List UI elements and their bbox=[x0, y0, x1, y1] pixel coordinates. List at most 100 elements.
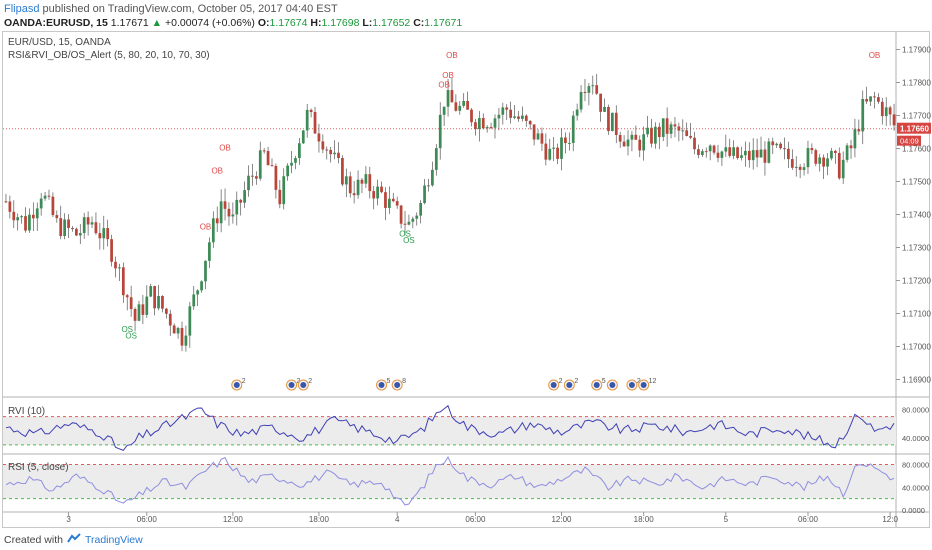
event-flag-icon[interactable] bbox=[563, 379, 575, 391]
candle-body bbox=[200, 281, 203, 291]
event-flag-icon[interactable] bbox=[626, 379, 638, 391]
up-arrow-icon: ▲ bbox=[151, 17, 163, 29]
candle-body bbox=[657, 126, 661, 137]
candle-body bbox=[157, 295, 160, 309]
candle-body bbox=[106, 228, 110, 240]
event-flag-icon[interactable] bbox=[376, 379, 388, 391]
event-flag-icon[interactable] bbox=[297, 379, 309, 391]
price-tick-label: 1.17100 bbox=[902, 310, 931, 319]
candle-body bbox=[161, 295, 164, 309]
candle-body bbox=[524, 115, 528, 121]
candle-body bbox=[145, 296, 149, 315]
candle-body bbox=[67, 219, 70, 228]
candle-body bbox=[845, 145, 849, 160]
candle-body bbox=[71, 227, 74, 229]
candle-body bbox=[215, 218, 219, 224]
candle-body bbox=[16, 217, 20, 221]
event-flag-icon[interactable] bbox=[548, 379, 560, 391]
candle-body bbox=[826, 158, 829, 167]
candle-body bbox=[740, 155, 743, 158]
event-flag-icon[interactable] bbox=[391, 379, 403, 391]
rsi-legend: RSI (5, close) bbox=[8, 462, 69, 473]
author-link[interactable]: Flipasd bbox=[4, 3, 40, 15]
chart-frame bbox=[2, 31, 930, 528]
candle-body bbox=[794, 166, 798, 168]
candle-body bbox=[39, 198, 43, 209]
current-price-label: 1.17660 bbox=[900, 125, 929, 134]
event-count: 2 bbox=[574, 378, 578, 385]
candle-body bbox=[548, 148, 552, 160]
candle-body bbox=[763, 149, 767, 163]
event-flag-icon[interactable] bbox=[231, 379, 243, 391]
candle-body bbox=[415, 215, 419, 219]
candle-body bbox=[841, 159, 845, 179]
price-tick-label: 1.17700 bbox=[902, 112, 931, 121]
candle-body bbox=[391, 198, 395, 202]
candle-body bbox=[775, 143, 779, 146]
signal-label: OS bbox=[399, 229, 411, 238]
candle-body bbox=[90, 222, 94, 225]
candle-body bbox=[755, 150, 759, 158]
candle-body bbox=[325, 149, 329, 151]
candle-body bbox=[384, 192, 387, 208]
candle-body bbox=[298, 143, 301, 159]
event-count: 5 bbox=[387, 378, 391, 385]
event-flag-icon[interactable] bbox=[638, 379, 650, 391]
candle-body bbox=[446, 90, 450, 107]
open-value: 1.17674 bbox=[269, 17, 308, 29]
candle-body bbox=[434, 148, 438, 170]
candle-body bbox=[55, 215, 59, 219]
candle-body bbox=[399, 205, 403, 224]
candle-body bbox=[20, 216, 23, 218]
price-change: +0.00074 (+0.06%) bbox=[165, 17, 255, 29]
event-flag-icon[interactable] bbox=[286, 379, 298, 391]
candle-body bbox=[638, 139, 642, 151]
time-tick-label: 18:00 bbox=[634, 515, 655, 524]
signal-label: OS bbox=[403, 236, 415, 245]
candle-body bbox=[802, 167, 806, 170]
candle-body bbox=[857, 129, 861, 132]
candle-body bbox=[603, 106, 606, 112]
candle-body bbox=[661, 118, 665, 137]
candle-body bbox=[364, 174, 368, 184]
candle-body bbox=[497, 114, 501, 119]
candle-body bbox=[149, 286, 153, 297]
event-count: 8 bbox=[402, 378, 406, 385]
event-flag-icon[interactable] bbox=[606, 379, 618, 391]
event-count: 2 bbox=[308, 378, 312, 385]
rvi-tick-label: 40.0000 bbox=[902, 434, 929, 443]
candle-body bbox=[78, 233, 82, 236]
candle-body bbox=[564, 137, 567, 144]
candle-body bbox=[301, 130, 305, 144]
candle-body bbox=[536, 133, 540, 140]
candle-body bbox=[833, 150, 837, 153]
last-price: 1.17671 bbox=[110, 17, 149, 29]
candle-body bbox=[239, 199, 243, 203]
candle-body bbox=[567, 142, 571, 144]
signal-label: OB bbox=[869, 51, 881, 60]
candle-body bbox=[368, 174, 372, 192]
candle-body bbox=[595, 85, 599, 94]
candle-body bbox=[728, 147, 732, 156]
candle-body bbox=[372, 191, 376, 199]
event-flag-icon[interactable] bbox=[591, 379, 603, 391]
candle-body bbox=[579, 91, 583, 110]
candle-body bbox=[35, 208, 39, 219]
candle-body bbox=[247, 175, 250, 191]
candle-body bbox=[704, 151, 708, 153]
candle-body bbox=[470, 109, 473, 123]
candle-body bbox=[630, 134, 634, 140]
candle-body bbox=[685, 130, 689, 136]
candle-body bbox=[810, 148, 814, 151]
event-count: 2 bbox=[242, 378, 246, 385]
candle-body bbox=[571, 115, 575, 143]
candle-body bbox=[892, 114, 896, 126]
high-value: 1.17698 bbox=[321, 17, 360, 29]
candle-body bbox=[94, 222, 98, 234]
rvi-tick-label: 80.0000 bbox=[902, 406, 929, 415]
candle-body bbox=[724, 147, 728, 152]
candle-body bbox=[587, 86, 591, 93]
candle-body bbox=[665, 118, 669, 134]
tradingview-link[interactable]: TradingView bbox=[84, 533, 143, 546]
